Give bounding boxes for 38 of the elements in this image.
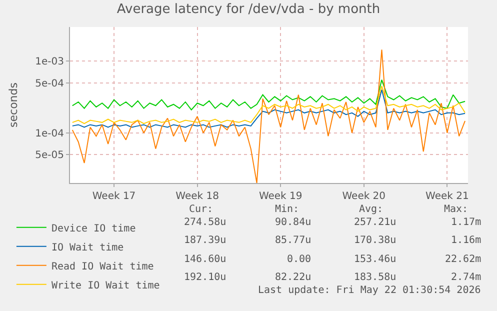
legend-label: IO Wait time xyxy=(51,242,124,254)
text: 257.21u xyxy=(354,217,396,228)
x-tick-label: Week 21 xyxy=(426,191,469,202)
text: 82.22u xyxy=(275,272,312,283)
line-series xyxy=(72,79,466,110)
text: 153.46u xyxy=(354,254,396,265)
text: 274.58u xyxy=(184,217,226,228)
x-tick-label: Week 20 xyxy=(342,191,386,202)
chart-title: Average latency for /dev/vda - by month xyxy=(116,2,380,18)
y-tick-label: 5e-05 xyxy=(35,150,64,161)
text: 170.38u xyxy=(354,235,396,246)
x-tick-label: Week 18 xyxy=(176,191,219,202)
text: 1.17m xyxy=(451,217,482,228)
line-series xyxy=(72,49,466,183)
legend-label: Read IO Wait time xyxy=(51,261,154,272)
text: Last update: Fri May 22 01:30:54 2026 xyxy=(258,285,481,296)
text: 192.10u xyxy=(184,272,226,283)
text: 1.16m xyxy=(451,235,482,246)
text: 22.62m xyxy=(445,254,482,265)
text: 183.58u xyxy=(354,272,396,283)
y-tick-label: 5e-04 xyxy=(35,78,64,90)
text: 187.39u xyxy=(184,235,226,246)
text: 0.00 xyxy=(287,254,312,265)
text: 146.60u xyxy=(184,254,226,265)
legend-label: Device IO time xyxy=(51,223,136,234)
text: Avg: xyxy=(359,204,384,215)
text: 85.77u xyxy=(275,235,312,246)
legend-label: Write IO Wait time xyxy=(51,280,160,292)
text: 90.84u xyxy=(275,217,312,228)
x-tick-label: Week 17 xyxy=(92,191,136,202)
x-tick-label: Week 19 xyxy=(258,191,302,202)
text: Min: xyxy=(275,204,300,215)
y-tick-label: 1e-03 xyxy=(35,56,64,68)
text: 2.74m xyxy=(451,272,482,283)
text: Cur: xyxy=(189,204,214,215)
y-axis-title: seconds xyxy=(6,82,20,128)
text: Max: xyxy=(444,204,468,215)
y-tick-label: 1e-04 xyxy=(35,128,64,140)
